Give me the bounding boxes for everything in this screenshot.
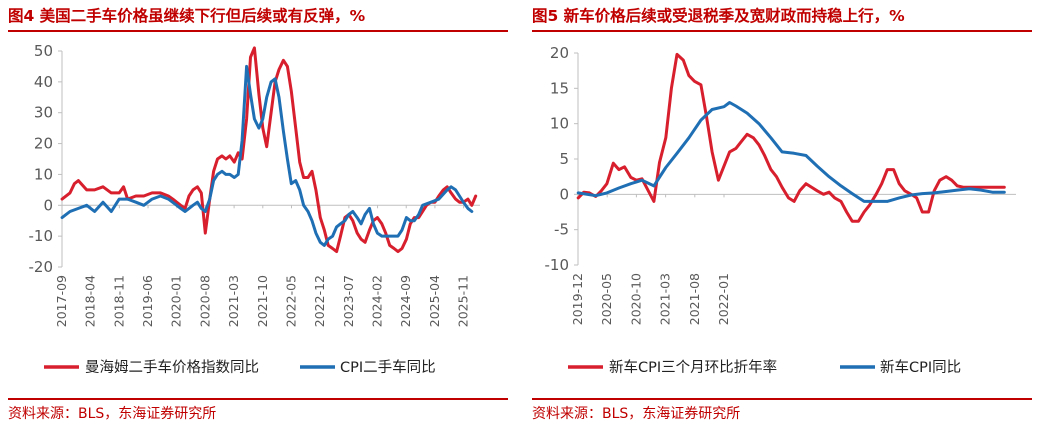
right-top-divider <box>532 30 1032 32</box>
x-tick-label: 2020-10 <box>628 273 643 325</box>
y-tick-label: 30 <box>34 104 53 122</box>
x-tick-label: 2022-01 <box>716 273 731 325</box>
series-line-red <box>576 52 1006 223</box>
y-tick-label: 0 <box>43 196 53 214</box>
x-tick-label: 2021-03 <box>658 273 673 325</box>
x-tick-label: 2025-04 <box>427 275 442 327</box>
x-tick-label: 2025-11 <box>456 275 471 327</box>
y-tick-label: 10 <box>550 115 569 133</box>
right-bottom-divider <box>532 398 1032 400</box>
y-tick-label: 50 <box>34 42 53 60</box>
x-tick-label: 2021-08 <box>687 273 702 325</box>
y-tick-label: -10 <box>545 256 570 274</box>
right-chart-title: 图5 新车价格后续或受退税季及宽财政而持稳上行，% <box>532 7 905 25</box>
legend-label: 新车CPI同比 <box>880 359 961 376</box>
x-tick-label: 2024-09 <box>398 275 413 327</box>
legend-label: CPI二手车同比 <box>340 359 436 376</box>
x-tick-label: 2020-08 <box>197 275 212 327</box>
x-tick-label: 2021-03 <box>226 275 241 327</box>
right-source-note: 资料来源：BLS，东海证券研究所 <box>532 406 741 422</box>
left-chart-title: 图4 美国二手车价格虽继续下行但后续或有反弹，% <box>8 7 366 25</box>
x-tick-label: 2020-01 <box>169 275 184 327</box>
y-tick-label: -20 <box>29 258 54 276</box>
right-chart-panel: 图5 新车价格后续或受退税季及宽财政而持稳上行，% 20 15 10 5 0 -5 -10 2… <box>524 0 1038 435</box>
y-tick-label: 40 <box>34 73 53 91</box>
legend-label: 曼海姆二手车价格指数同比 <box>85 359 259 376</box>
x-tick-label: 2024-02 <box>370 275 385 327</box>
x-tick-label: 2020-05 <box>599 273 614 325</box>
y-tick-label: 5 <box>559 150 569 168</box>
x-tick-label: 2023-07 <box>341 275 356 327</box>
y-tick-label: 20 <box>34 135 53 153</box>
left-source-note: 资料来源：BLS，东海证券研究所 <box>8 406 217 422</box>
left-top-divider <box>8 30 508 32</box>
x-tick-label: 2019-06 <box>140 275 155 327</box>
series-line-red <box>60 46 478 254</box>
x-tick-label: 2017-09 <box>54 275 69 327</box>
series-line-blue <box>60 64 474 247</box>
x-tick-label: 2019-12 <box>570 273 585 325</box>
series-line-blue <box>576 101 1006 203</box>
legend-label: 新车CPI三个月环比折年率 <box>609 359 777 376</box>
left-bottom-divider <box>8 398 508 400</box>
y-tick-label: 15 <box>550 79 569 97</box>
x-tick-label: 2022-05 <box>283 275 298 327</box>
left-chart-panel: 图4 美国二手车价格虽继续下行但后续或有反弹，% 50 40 30 20 10 0 -10 -… <box>0 0 514 435</box>
x-tick-label: 2021-10 <box>255 275 270 327</box>
y-tick-label: 10 <box>34 165 53 183</box>
y-tick-label: -5 <box>554 221 569 239</box>
x-tick-label: 2022-12 <box>312 275 327 327</box>
x-tick-label: 2018-11 <box>111 275 126 327</box>
y-tick-label: 0 <box>559 185 569 203</box>
y-tick-label: 20 <box>550 44 569 62</box>
y-tick-label: -10 <box>29 227 54 245</box>
x-tick-label: 2018-04 <box>83 275 98 327</box>
